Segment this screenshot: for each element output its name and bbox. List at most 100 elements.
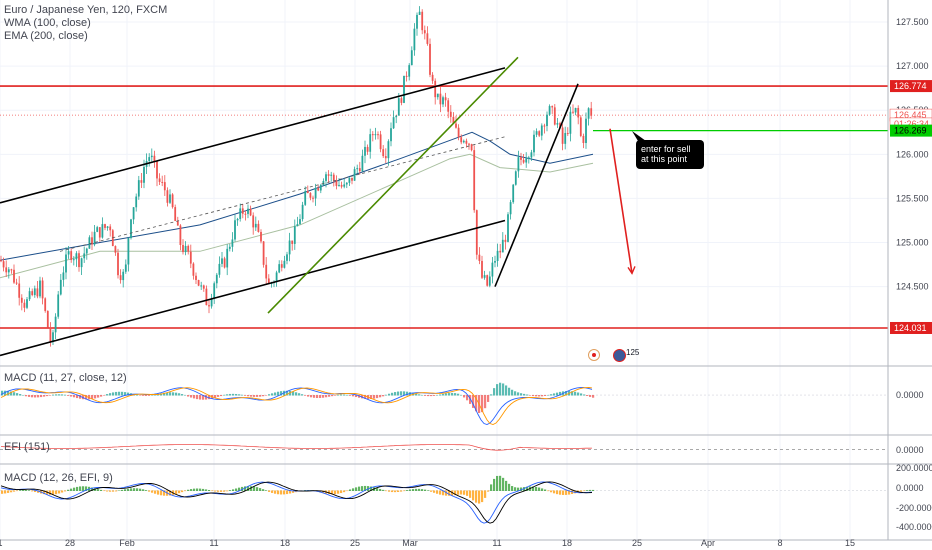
histogram-bar bbox=[439, 394, 442, 396]
candle-down bbox=[379, 134, 382, 150]
candle-up bbox=[304, 191, 307, 205]
signal-line bbox=[0, 481, 593, 524]
histogram-bar bbox=[7, 390, 10, 396]
candle-down bbox=[306, 191, 309, 194]
histogram-bar bbox=[517, 392, 520, 396]
histogram-bar bbox=[175, 490, 178, 495]
candle-down bbox=[371, 134, 374, 136]
histogram-bar bbox=[553, 393, 556, 396]
event-icon[interactable] bbox=[588, 349, 600, 361]
candle-down bbox=[499, 250, 502, 253]
candle-down bbox=[15, 282, 18, 284]
candle-down bbox=[78, 253, 80, 268]
candle-up bbox=[122, 271, 125, 281]
candle-up bbox=[101, 224, 104, 238]
histogram-bar bbox=[202, 488, 205, 491]
histogram-bar bbox=[484, 490, 487, 498]
candle-down bbox=[31, 291, 34, 296]
histogram-bar bbox=[37, 490, 40, 493]
candle-up bbox=[226, 248, 229, 268]
histogram-bar bbox=[127, 488, 130, 491]
histogram-bar bbox=[178, 393, 181, 396]
candle-down bbox=[202, 285, 205, 289]
histogram-bar bbox=[187, 489, 190, 491]
candle-down bbox=[257, 223, 260, 232]
candle-down bbox=[252, 215, 255, 228]
support-label: 124.031 bbox=[894, 323, 927, 333]
histogram-bar bbox=[355, 487, 358, 491]
candle-up bbox=[509, 202, 512, 215]
candlesticks bbox=[0, 6, 593, 347]
pane-tick-label: 0.0000 bbox=[896, 445, 924, 455]
histogram-bar bbox=[454, 490, 457, 496]
efi-line bbox=[0, 444, 593, 451]
histogram-bar bbox=[190, 395, 193, 398]
histogram-bar bbox=[208, 395, 211, 400]
histogram-bar bbox=[502, 477, 505, 491]
histogram-bar bbox=[391, 490, 394, 493]
flag-icon[interactable] bbox=[613, 349, 626, 362]
candle-up bbox=[585, 118, 587, 143]
histogram-bar bbox=[112, 490, 115, 492]
histogram-bar bbox=[226, 394, 229, 396]
time-tick-label: 28 bbox=[65, 538, 75, 548]
histogram-bar bbox=[559, 391, 562, 396]
histogram-bar bbox=[274, 392, 277, 396]
histogram-bar bbox=[592, 395, 595, 398]
candle-down bbox=[340, 184, 343, 187]
histogram-bar bbox=[76, 395, 79, 399]
histogram-bar bbox=[67, 489, 70, 491]
candle-down bbox=[205, 288, 208, 306]
histogram-bar bbox=[532, 395, 535, 397]
histogram-bar bbox=[379, 488, 382, 491]
histogram-bar bbox=[313, 395, 316, 398]
candle-down bbox=[384, 156, 387, 159]
histogram-bar bbox=[391, 392, 394, 396]
histogram-bar bbox=[589, 489, 592, 491]
histogram-bar bbox=[421, 394, 424, 396]
candle-up bbox=[213, 283, 216, 299]
histogram-bar bbox=[307, 395, 310, 397]
candle-down bbox=[166, 190, 169, 203]
histogram-bar bbox=[493, 478, 496, 491]
histogram-bar bbox=[334, 395, 337, 396]
candle-up bbox=[184, 245, 187, 253]
histogram-bar bbox=[496, 475, 499, 491]
histogram-bar bbox=[256, 395, 259, 397]
histogram-bar bbox=[151, 394, 154, 396]
time-tick-label: 1 bbox=[0, 538, 3, 548]
histogram-bar bbox=[487, 490, 490, 492]
candle-down bbox=[70, 251, 73, 260]
candle-up bbox=[494, 261, 496, 263]
histogram-bar bbox=[19, 490, 22, 491]
candle-down bbox=[377, 134, 379, 136]
candle-down bbox=[187, 245, 190, 252]
histogram-bar bbox=[550, 394, 553, 396]
histogram-bar bbox=[22, 489, 25, 491]
candle-up bbox=[296, 224, 299, 227]
candle-up bbox=[54, 316, 57, 333]
candle-up bbox=[150, 155, 153, 158]
histogram-bar bbox=[247, 395, 250, 397]
candle-up bbox=[330, 174, 333, 176]
candle-down bbox=[265, 264, 268, 279]
histogram-bar bbox=[250, 395, 253, 397]
candle-down bbox=[382, 149, 385, 157]
candle-up bbox=[127, 238, 130, 265]
histogram-bar bbox=[439, 490, 442, 495]
candle-up bbox=[325, 174, 327, 181]
histogram-bar bbox=[109, 393, 112, 396]
candle-up bbox=[80, 258, 83, 268]
candle-down bbox=[455, 123, 457, 128]
candle-up bbox=[530, 152, 533, 158]
candle-up bbox=[283, 260, 286, 268]
sell-callout[interactable]: enter for sell at this point bbox=[636, 140, 704, 169]
candle-down bbox=[163, 182, 166, 191]
histogram-bar bbox=[100, 489, 103, 491]
histogram-bar bbox=[562, 490, 565, 495]
time-tick-label: 15 bbox=[845, 538, 855, 548]
histogram-bar bbox=[193, 488, 196, 491]
histogram-bar bbox=[589, 395, 592, 397]
candle-down bbox=[551, 106, 554, 108]
